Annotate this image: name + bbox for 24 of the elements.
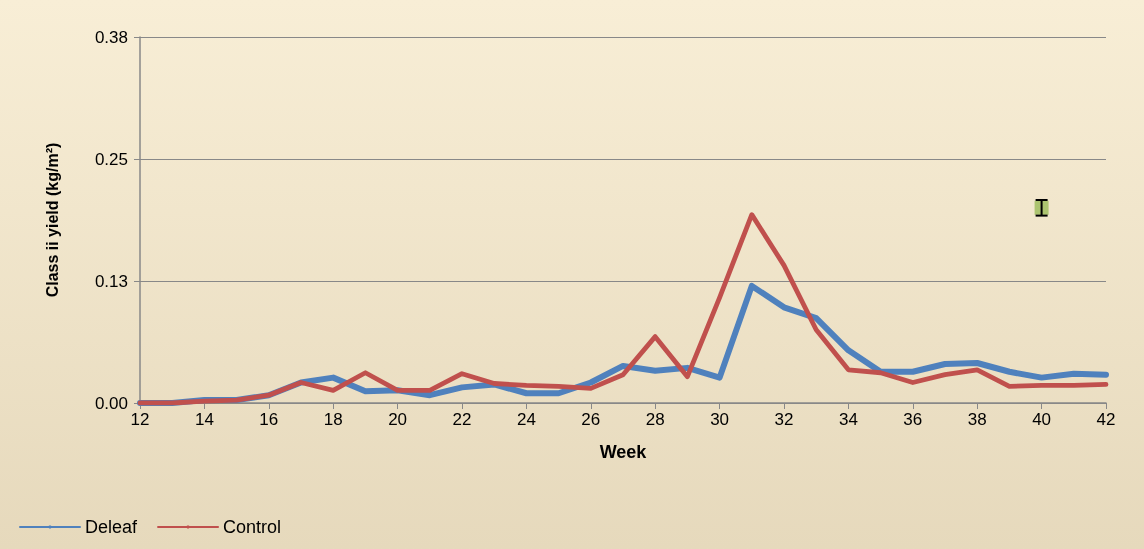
x-tick-label: 20 bbox=[388, 410, 408, 429]
x-tick-label: 32 bbox=[774, 410, 794, 429]
x-tick-label: 18 bbox=[323, 410, 343, 429]
x-tick-label: 38 bbox=[967, 410, 987, 429]
x-tick-label: 28 bbox=[645, 410, 665, 429]
legend-label: Deleaf bbox=[85, 517, 139, 537]
y-tick-label: 0.13 bbox=[94, 271, 128, 291]
x-tick-label: 12 bbox=[130, 410, 150, 429]
y-tick-label: 0.00 bbox=[94, 393, 128, 413]
x-tick-label: 22 bbox=[452, 410, 472, 429]
x-tick-label: 26 bbox=[581, 410, 601, 429]
x-tick-label: 24 bbox=[516, 410, 536, 429]
x-tick-label: 42 bbox=[1096, 410, 1116, 429]
x-tick-label: 16 bbox=[259, 410, 279, 429]
x-tick-label: 36 bbox=[903, 410, 923, 429]
x-tick-label: 34 bbox=[838, 410, 858, 429]
y-axis-title: Class ii yield (kg/m²) bbox=[43, 142, 61, 298]
y-tick-label: 0.25 bbox=[94, 149, 128, 169]
x-tick-label: 40 bbox=[1032, 410, 1052, 429]
x-tick-label: 14 bbox=[194, 410, 214, 429]
x-tick-label: 30 bbox=[710, 410, 730, 429]
x-axis-title: Week bbox=[599, 442, 648, 462]
y-tick-label: 0.38 bbox=[94, 27, 128, 47]
legend-label: Control bbox=[223, 517, 282, 537]
